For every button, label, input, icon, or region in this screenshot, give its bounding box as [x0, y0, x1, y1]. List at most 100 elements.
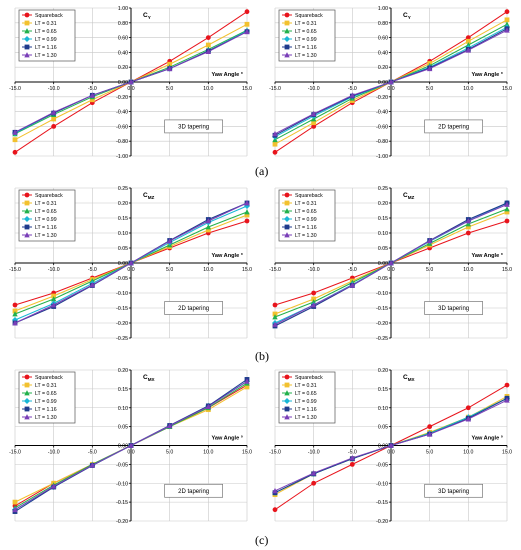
legend-label: LT = 1.16 — [35, 225, 57, 231]
data-point — [205, 403, 212, 410]
annotation-label: 3D tapering — [178, 125, 209, 131]
data-point — [465, 416, 472, 422]
x-axis-label: Yaw Angle ° — [471, 253, 503, 259]
x-axis-label: Yaw Angle ° — [211, 436, 243, 442]
legend-marker — [24, 28, 30, 34]
y-tick-label: -0.20 — [376, 95, 388, 101]
legend-marker — [284, 398, 290, 404]
data-point — [205, 42, 211, 48]
series-6 — [12, 378, 250, 513]
data-point — [244, 218, 250, 224]
chart-title: CMZ — [403, 192, 415, 200]
y-tick-label: -0.20 — [376, 519, 388, 525]
data-point — [244, 28, 250, 35]
data-point — [51, 116, 57, 122]
data-point — [427, 424, 433, 430]
x-tick-label: -5.0 — [348, 450, 357, 456]
y-tick-label: -0.10 — [116, 481, 128, 487]
legend-marker — [284, 20, 290, 26]
data-point — [89, 92, 96, 98]
legend-label: LT = 1.30 — [35, 415, 57, 421]
legend-marker — [24, 12, 30, 18]
legend: Squareback LT = 0.31 LT = 0.65 LT = 0.99 LT … — [18, 9, 76, 62]
data-point — [50, 483, 57, 489]
legend-label: LT = 0.99 — [295, 37, 317, 43]
y-tick-label: -0.60 — [376, 124, 388, 130]
data-point — [51, 293, 57, 299]
data-point — [349, 92, 356, 98]
y-tick-label: -0.25 — [376, 336, 388, 342]
chart-1: -1.00 -0.80 -0.60 -0.40 -0.20 0.00 0.20 0.40 0.6… — [9, 6, 252, 160]
data-point — [244, 200, 250, 206]
data-point — [349, 461, 355, 467]
data-point — [50, 109, 57, 115]
data-point — [50, 302, 57, 308]
annotation-box — [424, 483, 483, 498]
legend-box — [18, 9, 76, 62]
data-point — [465, 35, 471, 40]
legend-box — [278, 371, 336, 424]
y-tick-label: 0.20 — [118, 65, 128, 71]
legend-marker — [284, 216, 290, 222]
x-tick-label: 0.0 — [127, 267, 134, 273]
y-tick-label: 0.00 — [378, 80, 388, 86]
x-tick-label: 10.0 — [203, 267, 213, 273]
legend-marker — [284, 208, 290, 214]
x-tick-label: -5.0 — [88, 86, 97, 92]
data-point — [311, 124, 317, 129]
x-tick-label: 15.0 — [502, 267, 512, 273]
x-tick-label: 10.0 — [203, 450, 213, 456]
x-tick-label: 0.0 — [387, 450, 394, 456]
legend-label: Squareback — [295, 193, 323, 199]
data-point — [12, 320, 18, 326]
legend-label: LT = 0.65 — [295, 29, 317, 35]
x-axis-label: Yaw Angle ° — [471, 72, 503, 78]
data-point — [272, 321, 278, 327]
y-tick-label: -0.05 — [116, 276, 128, 282]
data-point — [465, 42, 472, 48]
y-tick-label: 0.20 — [378, 65, 388, 71]
data-point — [388, 260, 394, 266]
data-point — [349, 455, 356, 461]
data-point — [465, 218, 472, 224]
data-point — [166, 65, 173, 72]
legend-marker — [24, 44, 30, 50]
data-point — [12, 129, 18, 135]
legend-label: LT = 0.31 — [295, 21, 317, 27]
y-tick-label: -0.05 — [376, 276, 388, 282]
legend-marker — [284, 12, 290, 18]
legend-marker — [24, 390, 30, 396]
data-point — [272, 311, 278, 317]
y-tick-label: 0.10 — [378, 231, 388, 237]
data-point — [426, 431, 433, 437]
data-point — [12, 137, 18, 143]
y-tick-label: 0.05 — [378, 246, 388, 252]
x-tick-label: 5.0 — [426, 450, 433, 456]
y-tick-label: 0.10 — [118, 406, 128, 412]
y-tick-label: -0.40 — [116, 110, 128, 116]
x-tick-label: 5.0 — [166, 450, 173, 456]
legend-marker — [284, 28, 290, 34]
data-point — [310, 110, 317, 117]
series-6 — [272, 27, 510, 137]
legend-label: Squareback — [35, 375, 63, 381]
y-tick-label: -0.20 — [116, 519, 128, 525]
legend-marker — [284, 374, 290, 380]
y-tick-label: 0.10 — [378, 406, 388, 412]
annotation-box — [424, 301, 483, 315]
y-tick-label: 0.25 — [118, 186, 128, 192]
legend-label: LT = 0.99 — [295, 399, 317, 405]
panel-label-c: (c) — [255, 533, 269, 547]
chart-title: CY — [403, 12, 411, 20]
x-tick-label: -10.0 — [308, 86, 320, 92]
data-point — [311, 290, 317, 296]
chart-6: -0.20 -0.15 -0.10 -0.05 0.00 0.05 0.10 0.15 0.20… — [269, 368, 512, 525]
legend-marker — [24, 20, 30, 26]
x-tick-label: -15.0 — [269, 86, 281, 92]
data-point — [205, 35, 211, 40]
data-point — [244, 9, 250, 15]
legend-marker — [284, 224, 290, 230]
x-tick-label: 15.0 — [242, 450, 252, 456]
legend-marker — [24, 192, 30, 198]
